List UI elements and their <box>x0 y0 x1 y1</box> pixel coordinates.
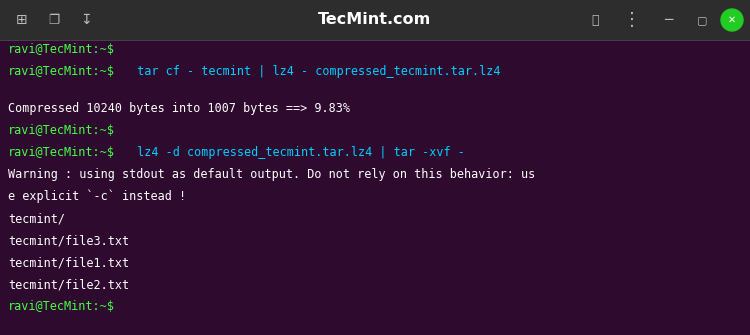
Text: Compressed 10240 bytes into 1007 bytes ==> 9.83%: Compressed 10240 bytes into 1007 bytes =… <box>8 102 350 115</box>
Text: ravi@TecMint:~$: ravi@TecMint:~$ <box>8 43 115 56</box>
Text: ravi@TecMint:~$: ravi@TecMint:~$ <box>8 146 115 159</box>
Text: e explicit `-c` instead !: e explicit `-c` instead ! <box>8 190 186 203</box>
Text: ravi@TecMint:~$: ravi@TecMint:~$ <box>8 300 115 313</box>
Text: ─: ─ <box>664 13 672 27</box>
Text: ▢: ▢ <box>697 15 707 25</box>
Text: tecmint/file3.txt: tecmint/file3.txt <box>8 234 129 247</box>
Text: ❐: ❐ <box>48 13 60 26</box>
Text: Warning : using stdout as default output. Do not rely on this behavior: us: Warning : using stdout as default output… <box>8 168 536 181</box>
Text: tecmint/: tecmint/ <box>8 212 65 225</box>
Text: ravi@TecMint:~$: ravi@TecMint:~$ <box>8 124 115 137</box>
Text: ⊞: ⊞ <box>16 13 28 27</box>
Text: tar cf - tecmint | lz4 - compressed_tecmint.tar.lz4: tar cf - tecmint | lz4 - compressed_tecm… <box>130 65 500 78</box>
Text: 🔍: 🔍 <box>591 13 598 26</box>
Text: ⋮: ⋮ <box>623 11 641 29</box>
Text: tecmint/file2.txt: tecmint/file2.txt <box>8 278 129 291</box>
Text: ✕: ✕ <box>728 15 736 25</box>
Text: tecmint/file1.txt: tecmint/file1.txt <box>8 256 129 269</box>
FancyBboxPatch shape <box>0 0 750 40</box>
Text: ↧: ↧ <box>80 13 92 27</box>
Text: TecMint.com: TecMint.com <box>318 12 432 27</box>
Circle shape <box>721 9 743 31</box>
Text: lz4 -d compressed_tecmint.tar.lz4 | tar -xvf -: lz4 -d compressed_tecmint.tar.lz4 | tar … <box>130 146 464 159</box>
Text: ravi@TecMint:~$: ravi@TecMint:~$ <box>8 65 115 78</box>
